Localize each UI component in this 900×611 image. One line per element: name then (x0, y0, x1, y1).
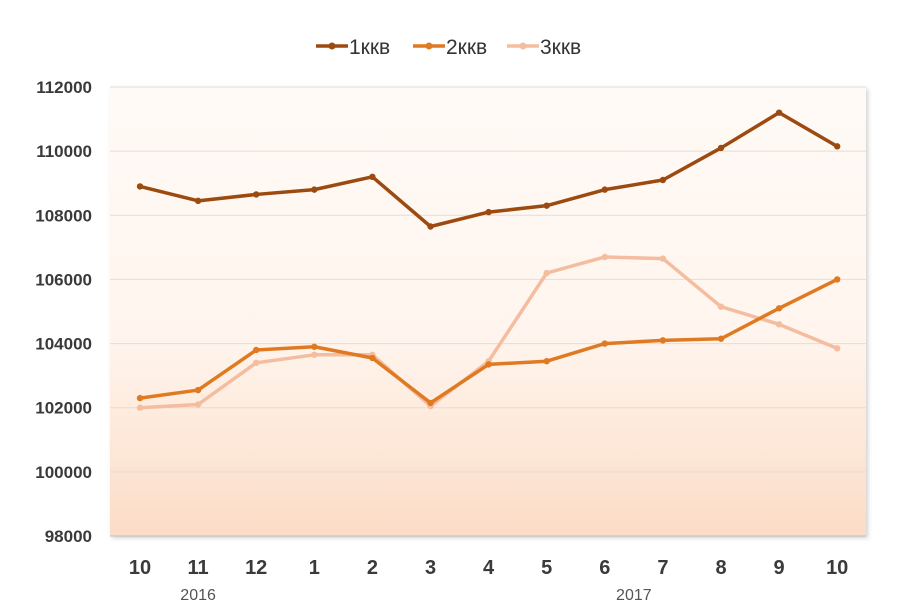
legend-label: 2ккв (446, 36, 487, 59)
data-point (194, 197, 202, 205)
data-point (311, 343, 318, 350)
legend-item: 1ккв (316, 36, 390, 59)
data-point (717, 303, 725, 310)
y-tick-label: 112000 (36, 78, 92, 97)
legend-marker (519, 42, 527, 50)
x-tick-label: 5 (541, 557, 552, 579)
data-point (369, 354, 376, 362)
y-tick-label: 108000 (35, 206, 92, 225)
data-point (717, 144, 725, 152)
series-2ккв (136, 276, 841, 407)
legend-label: 3ккв (540, 36, 581, 59)
data-point (543, 269, 550, 277)
data-point (775, 305, 783, 312)
x-tick-label: 7 (657, 557, 668, 579)
x-tick-label: 8 (715, 557, 726, 579)
data-point (717, 335, 725, 342)
legend-marker (328, 42, 336, 50)
data-point (834, 276, 841, 283)
series-3ккв (136, 253, 841, 411)
gridlines (110, 86, 866, 473)
legend-item: 3ккв (507, 36, 581, 59)
x-tick-label: 2 (367, 557, 378, 579)
x-tick-label: 4 (483, 557, 495, 579)
data-point (427, 223, 434, 230)
data-point (659, 255, 667, 262)
data-point (369, 173, 376, 180)
data-point (311, 351, 318, 358)
y-tick-label: 102000 (35, 399, 92, 418)
data-point (485, 361, 492, 368)
x-tick-label: 9 (774, 557, 785, 579)
legend-marker (425, 42, 433, 50)
data-point (427, 399, 434, 407)
x-tick-label: 11 (188, 557, 209, 579)
data-point (485, 208, 492, 216)
data-point (253, 359, 260, 367)
legend-label: 1ккв (349, 36, 390, 59)
data-point (136, 404, 144, 411)
x-tick-label: 3 (425, 557, 436, 579)
series-1ккв (136, 109, 841, 230)
data-point (194, 401, 202, 408)
data-point (601, 253, 608, 261)
plot-area (110, 87, 866, 536)
y-tick-label: 110000 (36, 142, 92, 161)
data-point (136, 394, 144, 402)
data-point (543, 358, 550, 365)
data-point (659, 176, 667, 184)
data-point (601, 340, 608, 347)
data-point (601, 186, 608, 193)
y-axis: 98000 100000 102000 104000 106000 108000 11000… (35, 78, 92, 546)
data-point (311, 186, 318, 193)
data-point (775, 109, 783, 116)
x-tick-label: 1 (309, 557, 320, 579)
data-point (775, 321, 783, 328)
y-tick-label: 100000 (35, 463, 92, 482)
data-point (659, 337, 667, 344)
legend-item: 2ккв (413, 36, 487, 59)
data-point (194, 386, 202, 394)
y-tick-label: 106000 (35, 270, 92, 289)
x-tick-label: 10 (129, 557, 151, 579)
y-tick-label: 98000 (45, 527, 92, 546)
x-tick-label: 12 (245, 557, 267, 579)
x-tick-label: 6 (599, 557, 610, 579)
data-point (834, 345, 841, 352)
data-point (543, 202, 550, 209)
series-lines (136, 109, 841, 411)
data-point (834, 143, 841, 150)
legend: 1ккв 2ккв 3ккв (316, 36, 581, 59)
data-point (253, 191, 260, 198)
y-tick-label: 104000 (35, 335, 92, 354)
x-tick-label: 10 (826, 557, 848, 579)
data-point (136, 183, 144, 190)
year-label: 2016 (180, 587, 216, 604)
data-point (253, 346, 260, 354)
year-label: 2017 (616, 587, 652, 604)
